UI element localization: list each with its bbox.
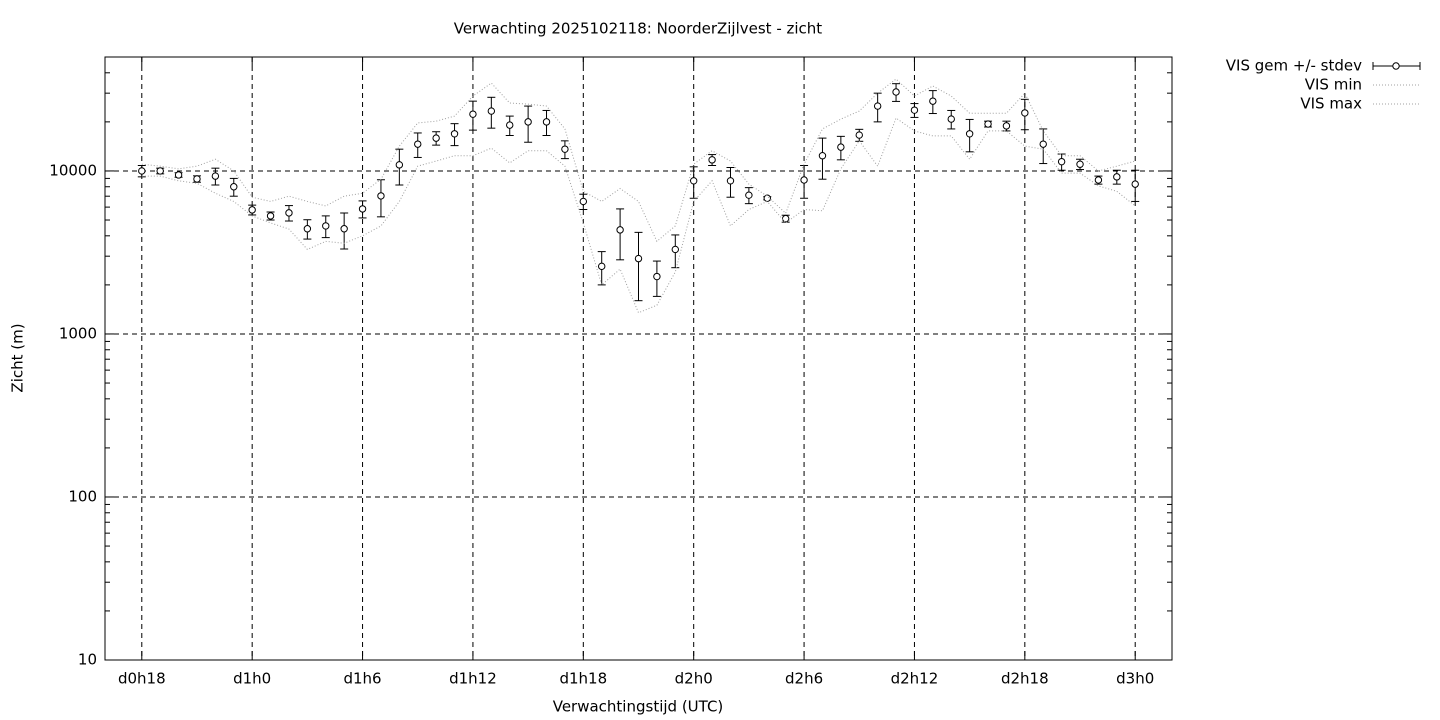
mean-point	[542, 118, 551, 126]
mean-point	[800, 176, 808, 184]
mean-point	[929, 97, 937, 105]
mean-point	[138, 167, 146, 175]
mean-point	[745, 191, 753, 199]
mean-point	[689, 177, 698, 185]
mean-point	[285, 209, 293, 217]
series-line	[141, 117, 1136, 314]
mean-point	[432, 134, 440, 142]
y-tick-label: 1000	[59, 324, 97, 342]
mean-point	[1002, 122, 1011, 130]
mean-point	[248, 206, 256, 214]
mean-point	[910, 106, 919, 114]
mean-point	[616, 226, 624, 234]
legend-label: VIS min	[1305, 76, 1362, 94]
mean-point	[873, 102, 882, 110]
mean-point	[395, 161, 404, 169]
mean-point	[1039, 140, 1047, 148]
mean-point	[1057, 157, 1066, 166]
x-tick-label: d2h0	[675, 670, 713, 688]
mean-point	[579, 197, 588, 206]
x-tick-label: d1h18	[559, 670, 607, 688]
x-tick-label: d1h12	[449, 670, 497, 688]
mean-point	[1113, 173, 1121, 181]
mean-point	[965, 130, 974, 138]
mean-point	[1076, 160, 1084, 168]
x-tick-label: d0h18	[118, 670, 166, 688]
y-tick-label: 10000	[49, 161, 97, 179]
x-tick-label: d1h6	[343, 670, 381, 688]
mean-point	[469, 110, 477, 118]
x-tick-label: d2h6	[785, 670, 823, 688]
mean-point	[763, 194, 771, 202]
mean-point	[266, 212, 275, 220]
mean-point	[892, 88, 900, 96]
mean-point	[781, 214, 790, 223]
mean-point	[634, 254, 643, 263]
mean-point	[340, 225, 348, 233]
mean-point	[211, 172, 220, 180]
y-tick-label: 100	[68, 487, 97, 505]
mean-point	[984, 120, 992, 128]
x-tick-label: d2h18	[1001, 670, 1049, 688]
mean-point	[450, 130, 459, 138]
mean-point	[708, 156, 716, 164]
mean-point	[1021, 109, 1029, 117]
x-tick-label: d1h0	[233, 670, 271, 688]
mean-point	[174, 171, 183, 179]
mean-point	[506, 121, 514, 129]
plot-frame	[104, 56, 1173, 661]
mean-point	[818, 152, 827, 160]
mean-point	[358, 205, 367, 213]
mean-point	[193, 175, 201, 183]
legend-label: VIS gem +/- stdev	[1226, 57, 1362, 75]
legend-swatch	[1392, 62, 1400, 70]
mean-point	[487, 107, 496, 115]
mean-point	[1131, 180, 1139, 188]
x-tick-label: d3h0	[1116, 670, 1154, 688]
mean-point	[303, 225, 312, 233]
y-axis-label: Zicht (m)	[9, 323, 27, 392]
x-axis-label: Verwachtingstijd (UTC)	[553, 698, 724, 716]
mean-point	[671, 245, 679, 254]
mean-point	[524, 118, 532, 126]
mean-point	[598, 262, 606, 271]
mean-point	[156, 167, 164, 175]
mean-point	[414, 140, 422, 148]
mean-point	[1094, 176, 1103, 184]
mean-point	[561, 145, 569, 153]
mean-point	[230, 183, 238, 191]
mean-point	[947, 115, 955, 123]
mean-point	[855, 131, 863, 139]
mean-point	[837, 143, 845, 151]
mean-point	[322, 222, 330, 230]
x-tick-label: d2h12	[891, 670, 939, 688]
legend-label: VIS max	[1300, 95, 1362, 113]
mean-point	[726, 177, 735, 185]
chart-title: Verwachting 2025102118: NoorderZijlvest …	[454, 20, 823, 38]
y-tick-label: 10	[78, 651, 97, 669]
mean-point	[377, 192, 385, 200]
series-line	[141, 78, 1136, 243]
mean-point	[653, 272, 661, 281]
